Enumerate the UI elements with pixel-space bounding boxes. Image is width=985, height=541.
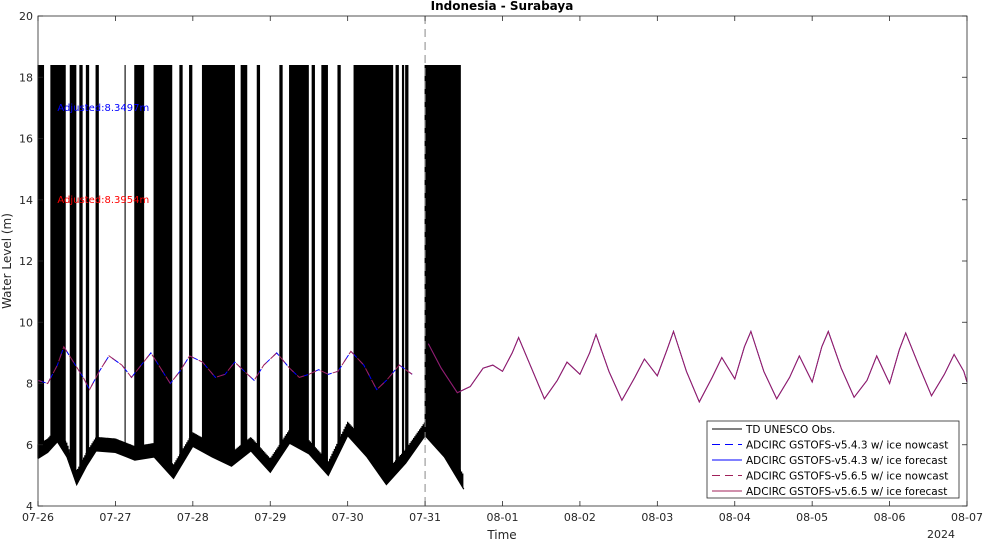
x-tick-label: 08-04 bbox=[719, 511, 751, 524]
y-tick-label: 10 bbox=[19, 316, 33, 329]
observation-spike-band bbox=[69, 65, 77, 482]
observation-spike-band bbox=[79, 65, 83, 479]
y-tick-label: 16 bbox=[19, 133, 33, 146]
legend-entry: ADCIRC GSTOFS-v5.4.3 w/ ice forecast bbox=[746, 455, 947, 467]
y-tick-label: 14 bbox=[19, 194, 33, 207]
observation-spike-band bbox=[201, 65, 235, 466]
legend-entry: ADCIRC GSTOFS-v5.6.5 w/ ice nowcast bbox=[746, 471, 948, 483]
legend: TD UNESCO Obs. ADCIRC GSTOFS-v5.4.3 w/ ic… bbox=[706, 420, 960, 499]
observation-spike-band bbox=[50, 65, 66, 455]
y-tick-label: 4 bbox=[26, 500, 33, 513]
gstofs-v565-nowcast-line bbox=[37, 345, 413, 391]
year-label: 2024 bbox=[927, 528, 955, 541]
observation-spike-band bbox=[353, 65, 394, 485]
observation-spike-band bbox=[395, 65, 399, 474]
x-tick-label: 08-03 bbox=[641, 511, 673, 524]
observation-spike-band bbox=[279, 65, 283, 458]
x-tick-label: 08-06 bbox=[874, 511, 906, 524]
observation-spike-band bbox=[321, 65, 328, 475]
observation-spike-band bbox=[311, 65, 315, 460]
observation-spike-band bbox=[289, 65, 309, 454]
adjusted-annotation: Adjusted:8.3497m bbox=[57, 103, 149, 114]
x-tick-label: 08-01 bbox=[487, 511, 519, 524]
observation-spike-band bbox=[337, 65, 341, 456]
observation-spike-band bbox=[179, 65, 183, 468]
y-axis-label: Water Level (m) bbox=[0, 213, 14, 309]
y-tick-label: 20 bbox=[19, 10, 33, 23]
legend-entry: ADCIRC GSTOFS-v5.4.3 w/ ice nowcast bbox=[746, 440, 948, 452]
x-tick-label: 08-05 bbox=[796, 511, 828, 524]
observation-spike-band bbox=[37, 65, 45, 459]
y-tick-label: 6 bbox=[26, 439, 33, 452]
legend-entry: TD UNESCO Obs. bbox=[745, 424, 835, 436]
observation-spike-band bbox=[424, 65, 461, 484]
x-tick-label: 07-30 bbox=[332, 511, 364, 524]
legend-box bbox=[706, 420, 960, 499]
x-tick-label: 08-07 bbox=[951, 511, 983, 524]
legend-entry: ADCIRC GSTOFS-v5.6.5 w/ ice forecast bbox=[746, 486, 947, 498]
observation-spike-band bbox=[153, 65, 173, 477]
x-axis-label: Time bbox=[486, 528, 516, 541]
observation-spike-band bbox=[85, 65, 90, 467]
x-tick-label: 08-02 bbox=[564, 511, 596, 524]
observation-spike-band bbox=[405, 65, 409, 464]
observation-spike-band bbox=[134, 65, 145, 461]
annotations-group: Adjusted:8.3497m Adjusted:8.3954m bbox=[57, 103, 149, 206]
y-tick-label: 18 bbox=[19, 71, 33, 84]
x-tick-label: 07-26 bbox=[22, 511, 54, 524]
observation-series-group bbox=[37, 65, 465, 490]
observation-spike-band bbox=[256, 65, 261, 461]
observation-spike-band bbox=[189, 65, 193, 452]
observation-spike-band bbox=[401, 65, 405, 467]
x-axis-ticks: 07-26 07-27 07-28 07-29 07-30 07-31 08-01 08-02… bbox=[22, 16, 983, 524]
chart-title: Indonesia - Surabaya bbox=[431, 0, 574, 13]
x-tick-label: 07-29 bbox=[254, 511, 286, 524]
gstofs-v565-forecast-line bbox=[427, 329, 968, 404]
y-axis-ticks: 4 6 8 10 12 14 16 18 20 bbox=[19, 10, 967, 513]
x-tick-label: 07-31 bbox=[409, 511, 441, 524]
observation-spike-band bbox=[240, 65, 248, 459]
model-series-group bbox=[37, 329, 968, 404]
adjusted-annotation: Adjusted:8.3954m bbox=[57, 195, 149, 206]
x-tick-label: 07-28 bbox=[177, 511, 209, 524]
x-tick-label: 07-27 bbox=[99, 511, 131, 524]
y-tick-label: 12 bbox=[19, 255, 33, 268]
y-tick-label: 8 bbox=[26, 378, 33, 391]
observation-spike-band bbox=[95, 65, 99, 451]
